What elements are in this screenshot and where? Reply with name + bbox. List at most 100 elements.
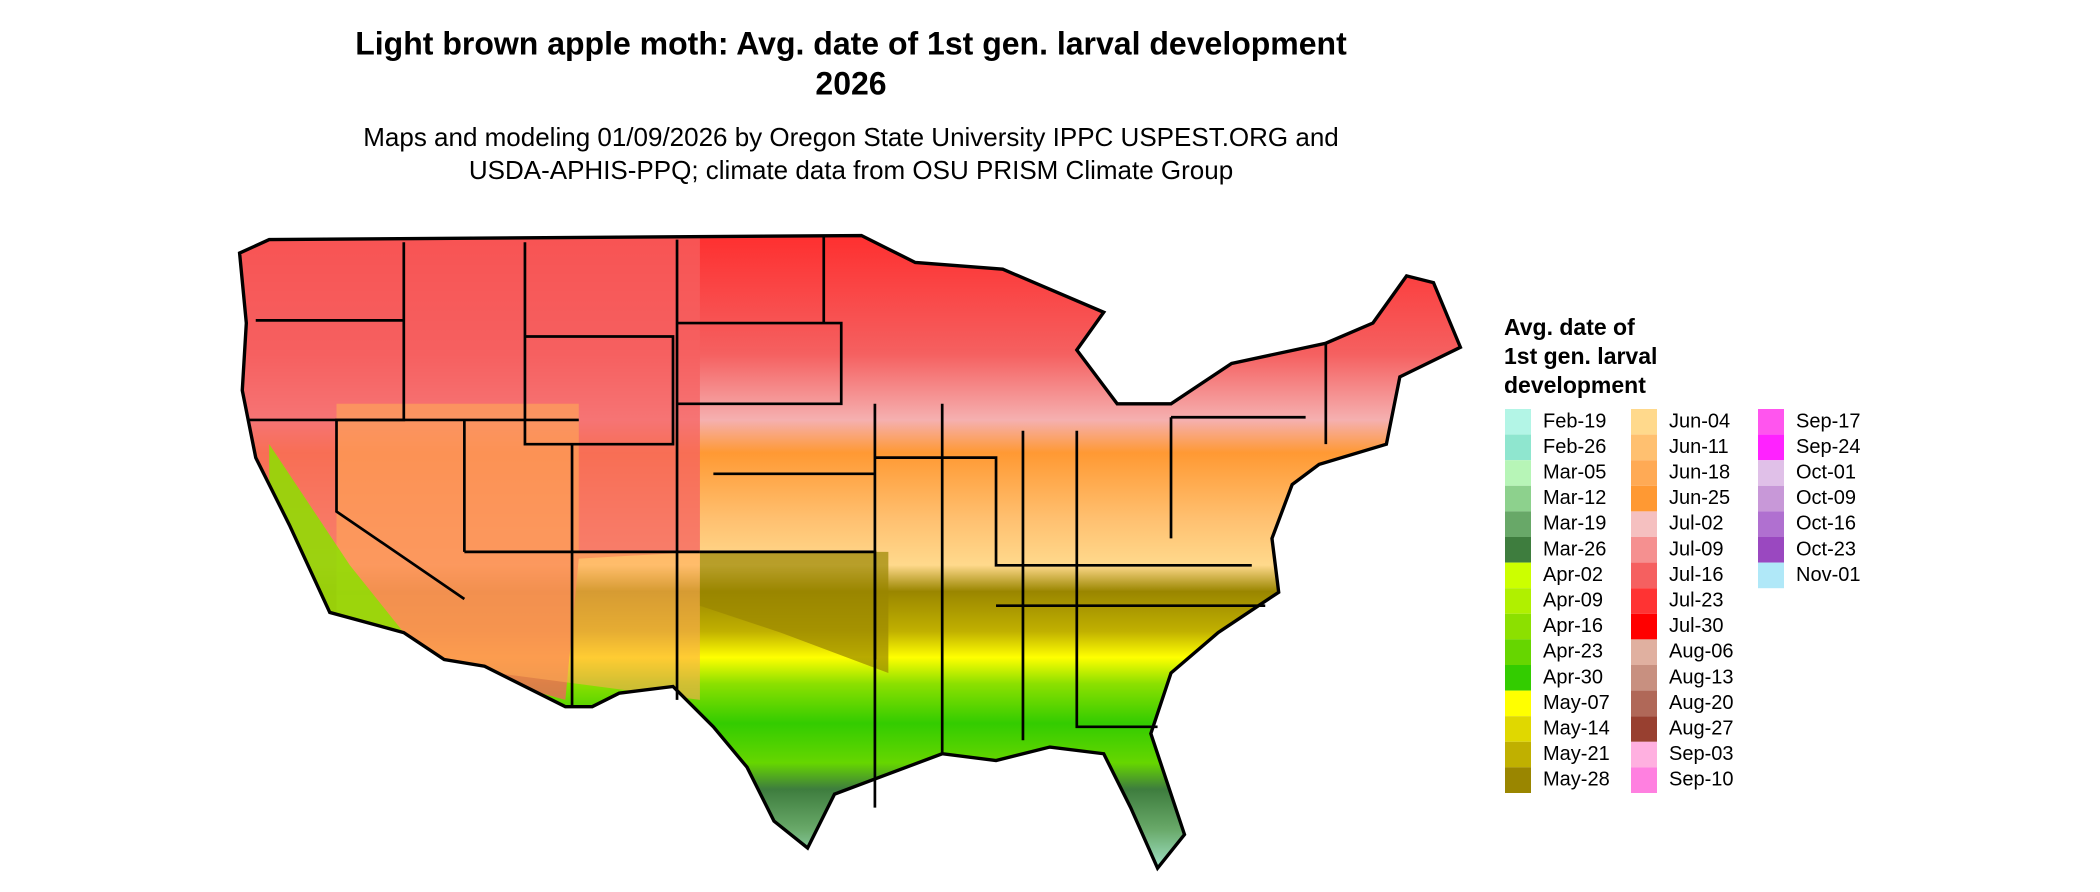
legend-item: Mar-26 — [1505, 537, 1606, 563]
legend-label: Sep-24 — [1796, 436, 1861, 458]
legend-label: Oct-01 — [1796, 461, 1856, 483]
legend-item: Feb-26 — [1505, 434, 1606, 461]
legend-item: Aug-27 — [1631, 716, 1734, 742]
legend-label: Oct-16 — [1796, 513, 1856, 535]
legend-label: Mar-26 — [1543, 538, 1606, 560]
legend-item: Oct-01 — [1758, 460, 1856, 486]
legend-swatch — [1505, 485, 1531, 512]
legend-label: Jun-25 — [1669, 487, 1730, 509]
legend-swatch — [1631, 588, 1657, 614]
legend-item: May-21 — [1505, 741, 1610, 768]
legend-label: Mar-05 — [1543, 461, 1606, 483]
legend-item: Apr-30 — [1505, 665, 1603, 691]
legend-swatch — [1631, 409, 1657, 435]
legend-label: Apr-23 — [1543, 641, 1603, 663]
legend-item: Jul-23 — [1631, 588, 1723, 614]
legend-swatch — [1631, 665, 1657, 691]
legend-label: Aug-27 — [1669, 717, 1734, 739]
legend-item: Jun-25 — [1631, 485, 1730, 512]
legend-item: Apr-09 — [1505, 588, 1603, 614]
legend-label: May-28 — [1543, 769, 1610, 791]
legend-label: Apr-30 — [1543, 666, 1603, 688]
legend-label: Jun-04 — [1669, 410, 1730, 432]
map — [237, 233, 1463, 872]
legend-label: Mar-12 — [1543, 487, 1606, 509]
legend-item: Oct-16 — [1758, 511, 1856, 537]
legend-swatch — [1505, 562, 1531, 589]
legend-item: Jul-09 — [1631, 537, 1723, 563]
legend-label: Jul-30 — [1669, 615, 1723, 637]
legend-item: Apr-16 — [1505, 613, 1603, 640]
legend-swatch — [1505, 511, 1531, 537]
legend-swatch — [1758, 537, 1784, 563]
legend-label: Sep-17 — [1796, 410, 1861, 432]
legend-item: Aug-20 — [1631, 690, 1734, 717]
legend-item: Nov-01 — [1758, 562, 1860, 589]
legend-swatch — [1631, 716, 1657, 742]
legend-label: Aug-13 — [1669, 666, 1734, 688]
legend-swatch — [1631, 485, 1657, 512]
legend-swatch — [1505, 613, 1531, 640]
legend-swatch — [1631, 613, 1657, 640]
legend-title: development — [1504, 372, 1646, 398]
legend-label: Sep-10 — [1669, 769, 1734, 791]
legend-swatch — [1505, 434, 1531, 461]
legend-title: Avg. date of — [1504, 314, 1635, 340]
legend-item: Apr-02 — [1505, 562, 1603, 589]
legend-label: Sep-03 — [1669, 743, 1734, 765]
legend-item: Sep-17 — [1758, 409, 1861, 435]
legend-label: Feb-19 — [1543, 410, 1606, 432]
legend-label: Nov-01 — [1796, 564, 1860, 586]
legend-label: Oct-09 — [1796, 487, 1856, 509]
legend-item: Jul-30 — [1631, 613, 1723, 640]
legend-item: Jul-02 — [1631, 511, 1723, 537]
subtitle-line: USDA-APHIS-PPQ; climate data from OSU PR… — [469, 155, 1233, 185]
legend-item: May-07 — [1505, 690, 1610, 717]
legend-swatch — [1758, 485, 1784, 512]
legend: Avg. date of 1st gen. larval development… — [1504, 314, 1861, 793]
legend-swatch — [1758, 460, 1784, 486]
legend-label: Jul-09 — [1669, 538, 1723, 560]
legend-label: Jun-11 — [1669, 436, 1729, 458]
legend-label: Oct-23 — [1796, 538, 1856, 560]
legend-label: Jul-16 — [1669, 564, 1723, 586]
legend-item: Sep-24 — [1758, 434, 1861, 461]
legend-label: Apr-02 — [1543, 564, 1603, 586]
legend-label: May-07 — [1543, 692, 1610, 714]
legend-swatch — [1505, 588, 1531, 614]
legend-swatch — [1505, 409, 1531, 435]
subtitle-line: Maps and modeling 01/09/2026 by Oregon S… — [363, 122, 1339, 152]
legend-swatch — [1631, 690, 1657, 717]
legend-item: Apr-23 — [1505, 639, 1603, 665]
title-line: 2026 — [815, 65, 886, 101]
legend-item: Mar-19 — [1505, 511, 1606, 537]
legend-swatch — [1758, 511, 1784, 537]
legend-swatch — [1631, 741, 1657, 768]
legend-label: May-21 — [1543, 743, 1610, 765]
legend-item: Jun-11 — [1631, 434, 1729, 461]
legend-swatch — [1758, 409, 1784, 435]
legend-swatch — [1505, 690, 1531, 717]
legend-item: May-14 — [1505, 716, 1610, 742]
legend-label: Aug-06 — [1669, 641, 1734, 663]
legend-swatch — [1505, 537, 1531, 563]
legend-item: Feb-19 — [1505, 409, 1606, 435]
legend-item: Jun-18 — [1631, 460, 1730, 486]
legend-label: Mar-19 — [1543, 513, 1606, 535]
legend-swatch — [1631, 434, 1657, 461]
legend-swatch — [1505, 767, 1531, 793]
legend-item: Sep-10 — [1631, 767, 1734, 793]
legend-swatch — [1505, 741, 1531, 768]
legend-label: Jul-02 — [1669, 513, 1723, 535]
legend-title: 1st gen. larval — [1504, 343, 1657, 369]
legend-swatch — [1631, 767, 1657, 793]
legend-swatch — [1631, 639, 1657, 665]
legend-label: Jul-23 — [1669, 589, 1723, 611]
legend-item: Mar-05 — [1505, 460, 1606, 486]
legend-swatch — [1758, 562, 1784, 589]
legend-item: Oct-23 — [1758, 537, 1856, 563]
legend-swatch — [1631, 537, 1657, 563]
legend-label: Apr-16 — [1543, 615, 1603, 637]
title-line: Light brown apple moth: Avg. date of 1st… — [355, 25, 1347, 61]
